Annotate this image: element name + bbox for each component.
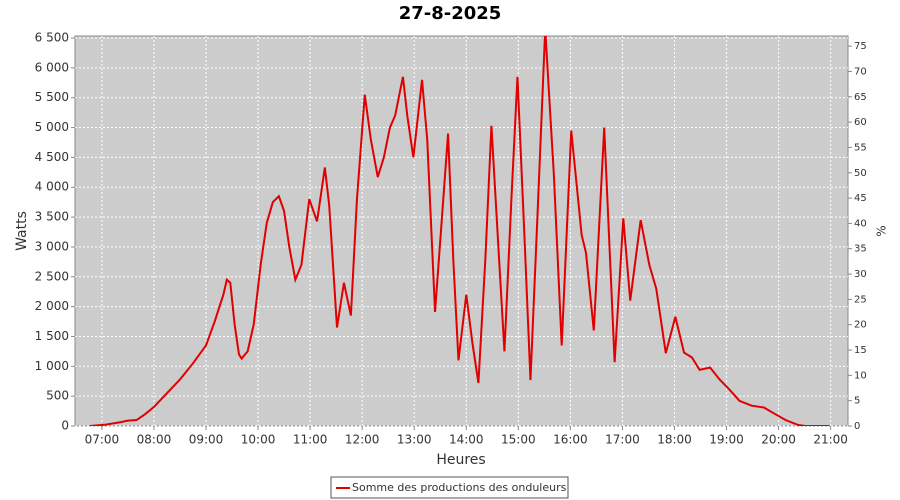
y2-tick-label: 0 — [854, 421, 860, 432]
y2-tick-label: 75 — [854, 41, 867, 52]
legend-label: Somme des productions des onduleurs — [352, 481, 567, 494]
y-tick-label: 2 500 — [35, 269, 69, 283]
y2-tick-label: 10 — [854, 370, 867, 381]
y-tick-label: 3 500 — [35, 210, 69, 224]
x-tick-label: 11:00 — [293, 433, 328, 447]
series-line — [89, 36, 830, 426]
x-tick-label: 08:00 — [137, 433, 172, 447]
x-tick-label: 13:00 — [397, 433, 432, 447]
y2-tick-label: 25 — [854, 294, 867, 305]
legend — [330, 476, 569, 499]
y-tick-label: 5 500 — [35, 90, 69, 104]
x-tick-label: 07:00 — [85, 433, 120, 447]
x-tick-label: 18:00 — [657, 433, 692, 447]
x-tick-label: 17:00 — [605, 433, 640, 447]
y-axis-label: Watts — [14, 211, 30, 251]
y2-tick-label: 30 — [854, 269, 867, 280]
y-tick-label: 4 500 — [35, 150, 69, 164]
y2-tick-label: 55 — [854, 142, 867, 153]
x-tick-label: 10:00 — [241, 433, 276, 447]
y2-tick-label: 35 — [854, 244, 867, 255]
y-tick-label: 4 000 — [35, 180, 69, 194]
y-tick-label: 3 000 — [35, 239, 69, 253]
x-tick-label: 12:00 — [345, 433, 380, 447]
chart-title: 27-8-2025 — [399, 3, 502, 24]
y-tick-label: 6 500 — [35, 31, 69, 45]
y2-tick-label: 50 — [854, 168, 867, 179]
y2-axis-label: % — [875, 225, 889, 236]
x-tick-label: 14:00 — [449, 433, 484, 447]
y-tick-label: 6 000 — [35, 60, 69, 74]
y-tick-label: 2 000 — [35, 299, 69, 313]
y2-tick-label: 15 — [854, 345, 867, 356]
y-tick-label: 1 500 — [35, 329, 69, 343]
x-axis-label: Heures — [436, 452, 485, 468]
y-tick-label: 1 000 — [35, 359, 69, 373]
y2-tick-label: 5 — [854, 396, 860, 407]
x-tick-label: 15:00 — [501, 433, 536, 447]
y2-tick-label: 40 — [854, 218, 867, 229]
x-tick-label: 21:00 — [813, 433, 848, 447]
y2-tick-label: 70 — [854, 66, 867, 77]
y2-tick-label: 65 — [854, 92, 867, 103]
x-tick-label: 20:00 — [761, 433, 796, 447]
y2-tick-label: 45 — [854, 193, 867, 204]
y-tick-label: 5 000 — [35, 120, 69, 134]
x-tick-label: 19:00 — [709, 433, 744, 447]
y2-tick-label: 20 — [854, 320, 867, 331]
x-tick-label: 16:00 — [553, 433, 588, 447]
x-tick-label: 09:00 — [189, 433, 224, 447]
plot-area — [74, 35, 849, 427]
y-tick-label: 0 — [61, 419, 69, 433]
y-tick-label: 500 — [46, 389, 69, 403]
y2-tick-label: 60 — [854, 117, 867, 128]
